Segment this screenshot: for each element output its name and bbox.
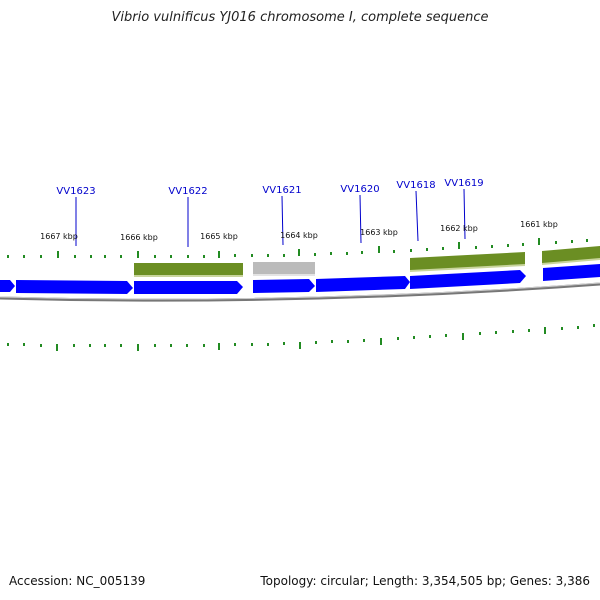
gene-label-vv1623: VV1623 (56, 186, 95, 197)
cds-arrow-vv1622 (134, 281, 243, 294)
gene-label-leaders (75, 188, 466, 247)
accession-text: Accession: NC_005139 (9, 574, 146, 588)
cds-arrow-vv1620 (316, 276, 410, 292)
cds-arrow-vv1621 (253, 279, 315, 293)
scale-label: 1662 kbp (440, 224, 478, 233)
cds-arrow-vv1618 (410, 270, 526, 289)
scale-label: 1663 kbp (360, 228, 398, 237)
gene-label-vv1622: VV1622 (168, 186, 207, 197)
gene-labels[interactable]: VV1623 VV1622 VV1621 VV1620 VV1618 VV161… (56, 178, 483, 197)
scale-labels: 1667 kbp 1666 kbp 1665 kbp 1664 kbp 1663… (40, 220, 558, 242)
cds-arrow-edge (0, 280, 15, 292)
chromosome-backbone-highlight (0, 282, 600, 300)
map-title: Vibrio vulnificus YJ016 chromosome I, co… (111, 10, 489, 25)
scale-label: 1666 kbp (120, 233, 158, 242)
scale-label: 1665 kbp (200, 232, 238, 241)
gene-label-vv1620: VV1620 (340, 184, 379, 195)
topology-summary: Topology: circular; Length: 3,354,505 bp… (260, 574, 590, 588)
pseudogene-feature-vv1621 (253, 262, 315, 275)
scale-label: 1667 kbp (40, 232, 78, 241)
gene-label-vv1619: VV1619 (444, 178, 483, 189)
cds-arrow-next (543, 264, 600, 281)
gene-label-vv1621: VV1621 (262, 185, 301, 196)
scale-label: 1661 kbp (520, 220, 558, 229)
cds-arrow-vv1623 (16, 280, 133, 294)
upper-tick-track (7, 238, 588, 258)
gene-features[interactable] (134, 246, 600, 277)
scale-label: 1664 kbp (280, 231, 318, 240)
lower-tick-track (7, 324, 595, 351)
gene-label-vv1618: VV1618 (396, 180, 435, 191)
chromosome-backbone (0, 282, 600, 302)
cds-features[interactable] (0, 264, 600, 294)
gene-feature-vv1622 (134, 263, 243, 276)
